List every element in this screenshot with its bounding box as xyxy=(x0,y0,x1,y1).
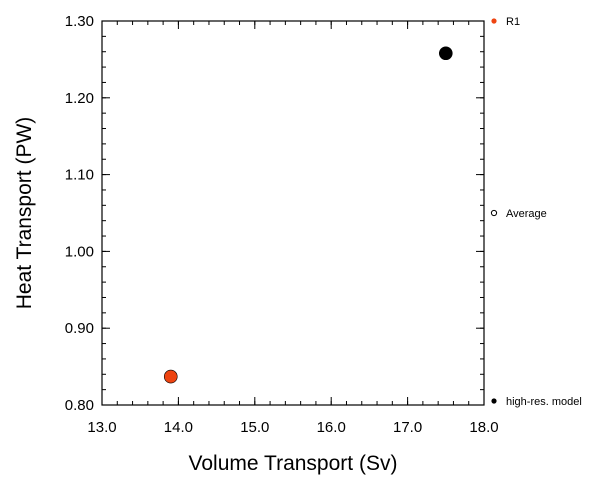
data-points xyxy=(163,46,453,384)
legend-label: Average xyxy=(506,208,547,220)
plot-area xyxy=(101,20,485,406)
y-axis-title: Heat Transport (PW) xyxy=(13,117,36,310)
minor-ticks xyxy=(101,20,485,406)
x-tick-label: 14.0 xyxy=(164,419,193,436)
y-tick-label: 1.30 xyxy=(65,13,94,30)
legend-label: high-res. model xyxy=(506,396,582,408)
y-tick-label: 1.20 xyxy=(65,90,94,107)
legend-marker xyxy=(491,18,497,24)
x-tick-label: 16.0 xyxy=(317,419,346,436)
y-tick-labels: 0.80 0.90 1.00 1.10 1.20 1.30 xyxy=(65,13,94,414)
x-tick-label: 15.0 xyxy=(240,419,269,436)
y-tick-label: 0.80 xyxy=(65,397,94,414)
x-tick-label: 18.0 xyxy=(469,419,498,436)
x-tick-labels: 13.0 14.0 15.0 16.0 17.0 18.0 xyxy=(87,419,498,436)
major-ticks xyxy=(101,20,485,406)
x-tick-label: 17.0 xyxy=(393,419,422,436)
legend: R1 Average high-res. model xyxy=(490,16,582,408)
legend-label: R1 xyxy=(506,16,520,28)
legend-marker xyxy=(491,398,497,404)
y-tick-label: 0.90 xyxy=(65,320,94,337)
y-tick-label: 1.00 xyxy=(65,243,94,260)
data-point xyxy=(438,46,453,61)
x-tick-label: 13.0 xyxy=(87,419,116,436)
data-point xyxy=(163,369,178,384)
legend-marker xyxy=(490,209,498,217)
y-tick-label: 1.10 xyxy=(65,167,94,184)
x-axis-title: Volume Transport (Sv) xyxy=(189,452,398,475)
